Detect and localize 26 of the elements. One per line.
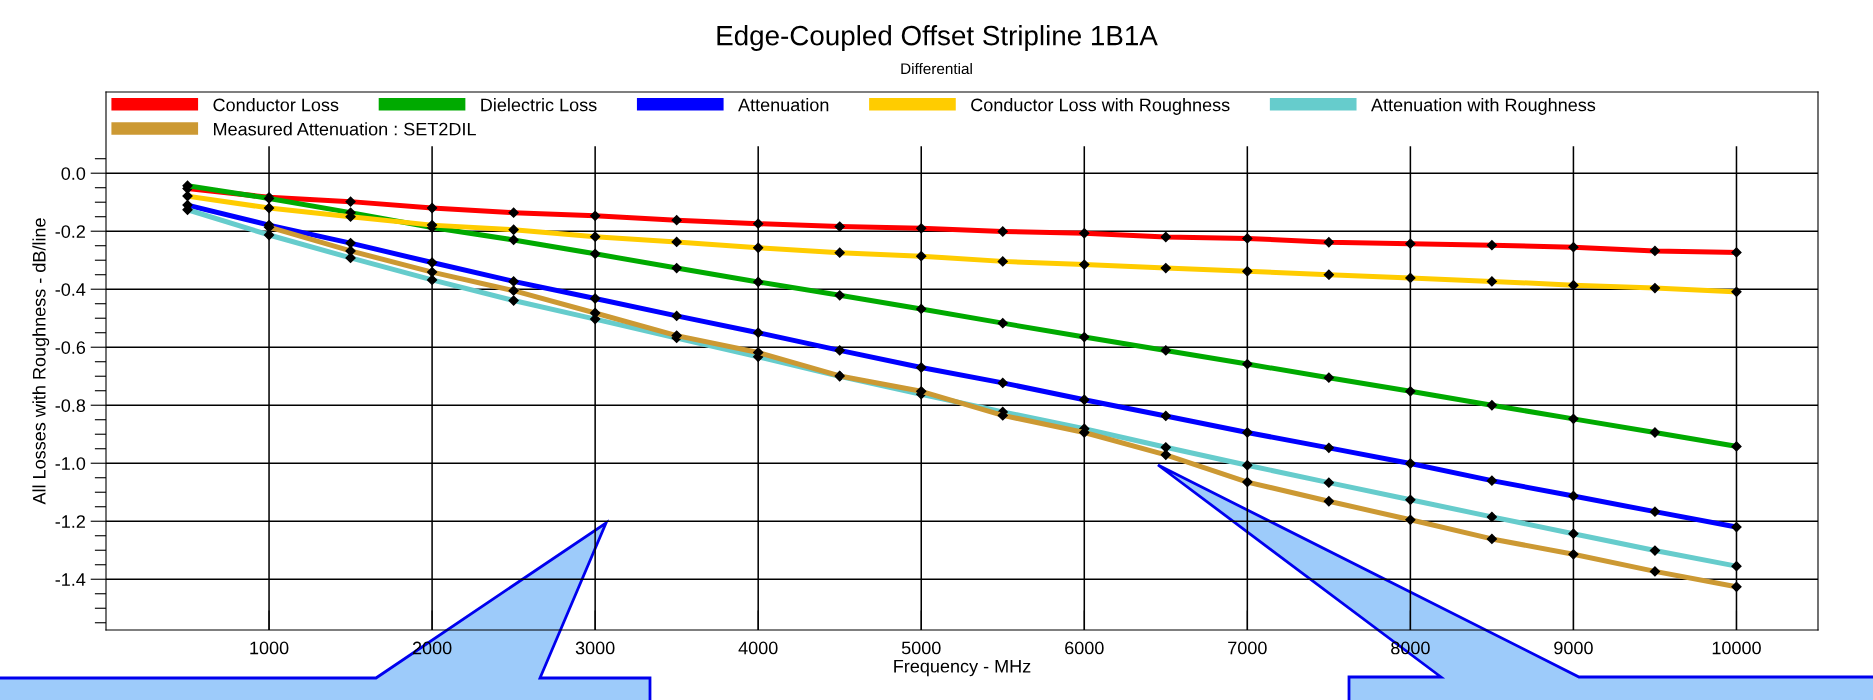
chart-title: Edge-Coupled Offset Stripline 1B1A: [717, 25, 1158, 51]
x-tick-label: 10000: [1712, 641, 1761, 655]
legend-label: Conductor Loss: [213, 98, 339, 112]
y-tick-label: -0.2: [55, 225, 85, 238]
x-axis-title: Frequency - MHz: [894, 659, 1031, 677]
x-tick-label: 6000: [1065, 641, 1104, 655]
legend-label: Conductor Loss with Roughness: [971, 98, 1230, 115]
x-tick-label: 1000: [250, 641, 289, 655]
x-tick-label: 5000: [901, 641, 941, 655]
legend-label: Dielectric Loss: [481, 98, 597, 112]
chart-subtitle: Differential: [901, 62, 972, 75]
y-tick-label: -0.8: [55, 399, 86, 412]
x-tick-label: 7000: [1228, 641, 1267, 655]
y-tick-label: -0.4: [55, 283, 86, 296]
x-tick-label: 9000: [1554, 641, 1593, 655]
y-tick-label: -1.0: [55, 457, 86, 470]
y-tick-label: -0.6: [55, 341, 86, 354]
legend-label: Measured Attenuation : SET2DIL: [214, 122, 476, 136]
y-tick-label: 0.0: [61, 167, 86, 180]
legend-label: Attenuation with Roughness: [1371, 98, 1596, 115]
x-tick-label: 3000: [575, 641, 615, 655]
y-tick-label: -1.4: [55, 573, 86, 586]
legend-label: Attenuation: [738, 98, 829, 112]
y-axis-title: All Losses with Roughness - dB/line: [32, 218, 50, 505]
x-tick-label: 4000: [738, 641, 778, 655]
y-tick-label: -1.2: [55, 515, 85, 528]
